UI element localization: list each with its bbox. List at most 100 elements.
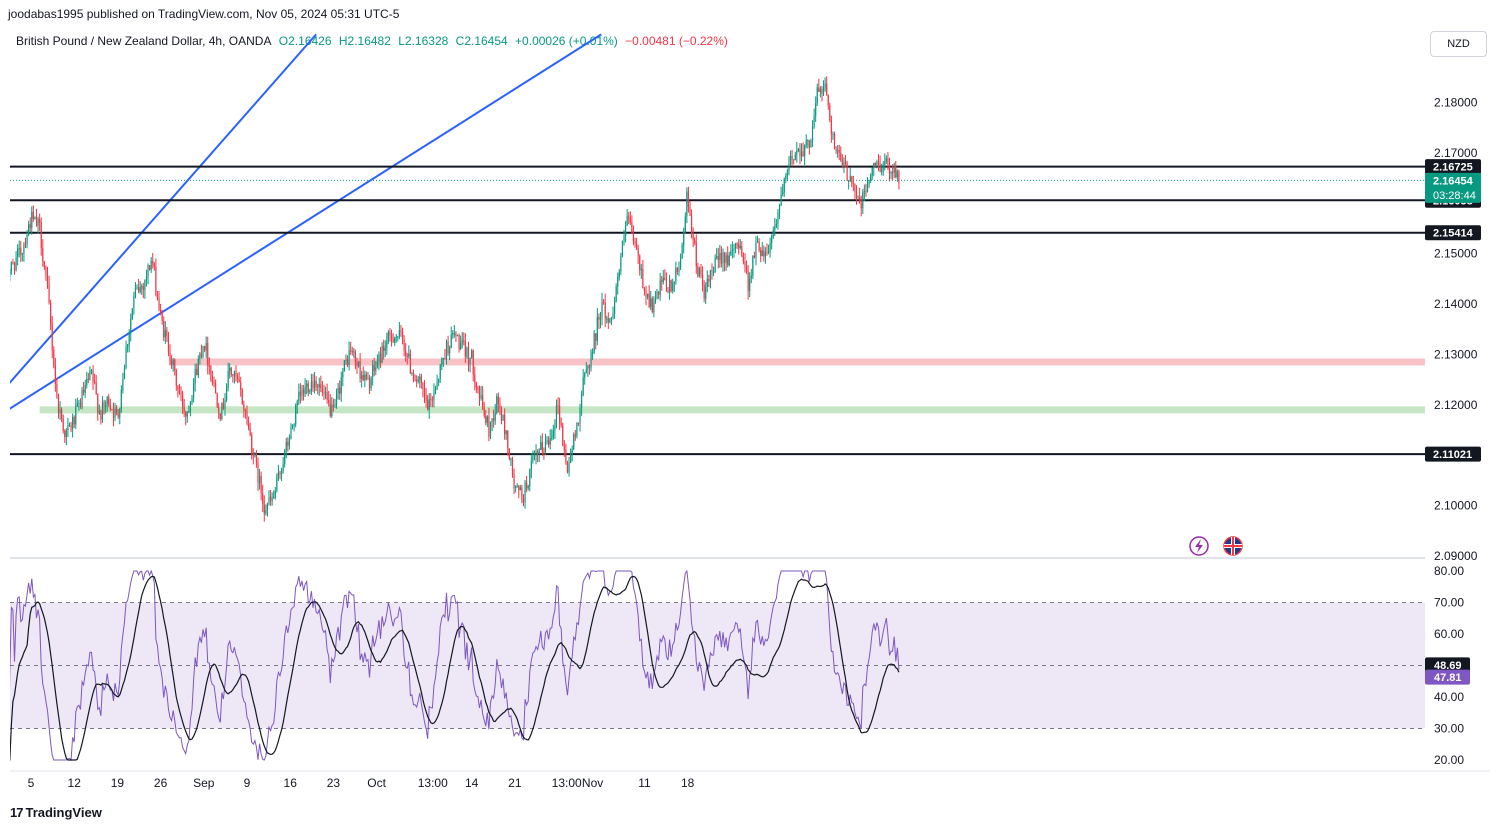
candle [53, 346, 55, 369]
candle-body [335, 393, 338, 405]
candle [81, 386, 83, 410]
candle-body [653, 302, 655, 312]
candle-body [35, 216, 38, 226]
candle [354, 349, 356, 370]
candle-body [774, 227, 776, 231]
candle [351, 346, 353, 356]
candle [318, 377, 320, 396]
candle [134, 281, 137, 299]
candle [83, 381, 85, 396]
candle [692, 227, 694, 248]
candle-body [587, 365, 589, 370]
candle-body [42, 248, 44, 262]
candle-body [20, 248, 22, 255]
candle-body [251, 435, 253, 453]
rsi-tick-label: 20.00 [1434, 753, 1464, 767]
candle [628, 211, 630, 225]
candle [68, 422, 71, 427]
candle-body [307, 383, 309, 393]
candle-body [83, 389, 85, 393]
candle [235, 365, 237, 382]
candle-body [181, 393, 184, 407]
candle [395, 334, 397, 343]
candle [101, 396, 104, 423]
candle-body [94, 381, 96, 383]
candle-body [372, 365, 374, 378]
candle-body [266, 503, 269, 510]
candle-body [18, 248, 20, 250]
candle-body [112, 409, 115, 418]
candle-body [170, 361, 173, 366]
candle-body [6, 271, 7, 278]
time-tick-label: 23 [327, 776, 341, 790]
candle [293, 423, 295, 432]
candle [610, 316, 613, 326]
candle-body [821, 88, 823, 94]
currency-button[interactable]: NZD [1430, 31, 1487, 57]
candle [786, 168, 788, 182]
candle-body [697, 266, 699, 276]
tradingview-brand[interactable]: 17 TradingView [10, 805, 102, 820]
candle [285, 437, 287, 459]
lightning-icon[interactable] [1189, 536, 1209, 556]
candle [763, 245, 765, 262]
candle-body [694, 239, 696, 244]
candle [477, 385, 479, 394]
candle [196, 363, 198, 376]
time-tick-label: 26 [154, 776, 168, 790]
candle-body [571, 449, 573, 454]
candle [216, 392, 218, 409]
candle [497, 392, 499, 413]
candle-body [469, 357, 471, 365]
candle [276, 473, 278, 493]
candle-body [68, 425, 71, 427]
candle-body [730, 250, 732, 256]
candle [433, 383, 435, 408]
candle [657, 290, 660, 299]
time-tick-label: 14 [465, 776, 479, 790]
rsi-ma-value-tag-text: 48.69 [1434, 660, 1462, 672]
candle [298, 383, 300, 406]
candle [130, 313, 132, 342]
candle [436, 374, 438, 391]
candle-body [156, 294, 159, 299]
candle-body [458, 334, 460, 350]
candle-body [412, 372, 415, 380]
candle-body [139, 286, 141, 292]
candle-body [26, 234, 28, 245]
candle-body [365, 374, 367, 380]
candle-body [807, 140, 809, 142]
candle [378, 351, 380, 371]
candle-body [738, 243, 740, 249]
candle-body [815, 103, 817, 116]
candle-body [192, 383, 195, 398]
candle-body [160, 309, 162, 314]
candle [160, 303, 162, 316]
uk-flag-icon[interactable] [1223, 536, 1243, 556]
candle [530, 453, 532, 479]
candle-body [329, 402, 331, 416]
candle [802, 142, 804, 157]
candle-body [475, 382, 477, 388]
candle-body [786, 171, 788, 177]
candle [854, 183, 856, 200]
candle [368, 374, 371, 395]
candle [840, 146, 842, 162]
candle-body [849, 176, 851, 181]
candle-body [472, 350, 474, 375]
candle [149, 265, 151, 271]
candle [192, 378, 195, 403]
candle [650, 290, 652, 311]
candle-body [486, 416, 488, 423]
candle-body [741, 245, 743, 256]
candle [522, 494, 525, 507]
candle [505, 430, 507, 440]
candle-body [56, 383, 58, 397]
candle-body [854, 183, 856, 192]
candle [417, 376, 419, 384]
candle [144, 279, 146, 299]
candle [279, 470, 281, 480]
candle [877, 154, 880, 172]
candle-body [777, 212, 779, 225]
